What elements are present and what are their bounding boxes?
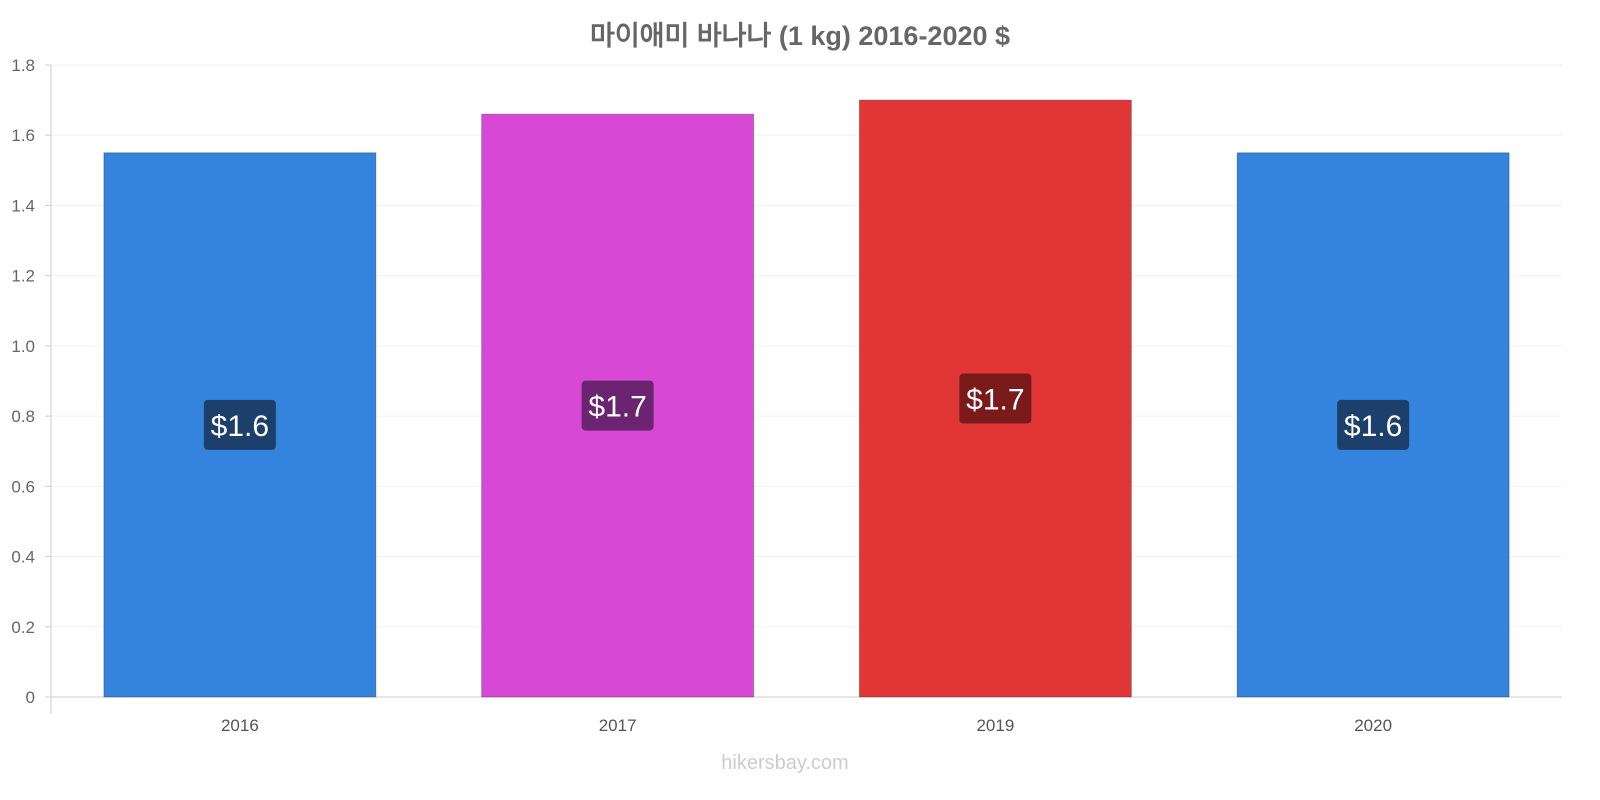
y-tick-label: 0.8 [11,407,35,426]
y-tick-label: 1.0 [11,337,35,356]
data-label-box [959,373,1032,424]
data-label: $1.6 [211,410,269,443]
x-tick-label: 2016 [221,716,259,735]
y-tick-label: 1.6 [11,126,35,145]
y-tick-label: 0.2 [11,618,35,637]
y-tick-label: 0 [26,688,35,707]
watermark: hikersbay.com [721,752,849,774]
y-tick-label: 1.2 [11,267,35,286]
x-tick-label: 2017 [599,716,637,735]
y-tick-label: 0.6 [11,477,35,496]
data-label: $1.6 [1344,410,1402,443]
x-tick-label: 2020 [1354,716,1392,735]
data-label-box [1337,399,1410,450]
data-label: $1.7 [966,384,1024,417]
data-label-box [581,380,654,431]
y-tick-label: 1.8 [11,56,35,75]
y-tick-label: 1.4 [11,196,35,215]
y-tick-label: 0.4 [11,548,35,567]
data-label-box [203,399,276,450]
x-tick-label: 2019 [976,716,1014,735]
chart-title: 마이애미 바나나 (1 kg) 2016-2020 $ [589,21,1011,51]
data-label: $1.7 [588,391,646,424]
